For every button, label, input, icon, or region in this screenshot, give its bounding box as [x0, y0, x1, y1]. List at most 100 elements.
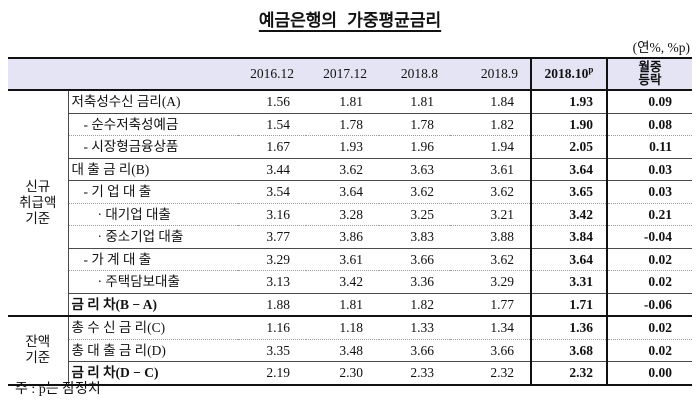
- col-header-2018-9: 2018.9: [450, 57, 531, 91]
- rate-cell: 1.82: [379, 293, 450, 317]
- rate-cell: 1.34: [450, 316, 531, 340]
- highlight-cell: 3.84: [530, 225, 608, 249]
- highlight-cell: 3.65: [530, 180, 608, 204]
- change-cell: 0.02: [607, 248, 692, 271]
- rate-cell: 3.16: [238, 203, 306, 226]
- change-cell: 0.21: [607, 203, 692, 226]
- row-label: 총 대 출 금 리(D): [67, 339, 238, 362]
- row-label: · 중소기업 대출: [67, 225, 238, 249]
- unit-label: (연%, %p): [632, 40, 690, 55]
- row-label: - 순수저축성예금: [67, 113, 238, 136]
- rate-cell: 1.78: [379, 113, 450, 136]
- table-header-row: 2016.12 2017.12 2018.8 2018.9 2018.10p 월…: [8, 57, 692, 91]
- highlight-cell: 3.64: [530, 248, 608, 271]
- rate-cell: 3.66: [379, 248, 450, 271]
- rate-cell: 2.32: [450, 361, 531, 386]
- change-col-line2: 등락: [638, 73, 662, 87]
- rate-cell: 2.30: [306, 361, 379, 386]
- rate-cell: 1.67: [238, 135, 306, 159]
- rate-cell: 1.56: [238, 90, 306, 114]
- row-group-new-business: 신규 취급액 기준: [8, 90, 69, 317]
- page-title: 예금은행의 가중평균금리: [258, 11, 442, 30]
- table-row: · 주택담보대출 3.13 3.42 3.36 3.29 3.31 0.02: [8, 270, 692, 294]
- rate-cell: 3.88: [450, 225, 531, 249]
- rate-cell: 3.62: [306, 158, 379, 181]
- rate-cell: 3.62: [379, 180, 450, 204]
- rate-cell: 3.25: [379, 203, 450, 226]
- rate-cell: 3.48: [306, 339, 379, 362]
- rate-cell: 1.77: [450, 293, 531, 317]
- rate-cell: 1.96: [379, 135, 450, 159]
- rate-cell: 3.66: [450, 339, 531, 362]
- col-header-2016-12: 2016.12: [238, 57, 306, 91]
- header-empty-cell: [8, 57, 238, 91]
- table-row: · 중소기업 대출 3.77 3.86 3.83 3.88 3.84 -0.04: [8, 225, 692, 249]
- rate-cell: 1.33: [379, 316, 450, 340]
- rate-cell: 1.88: [238, 293, 306, 317]
- rate-cell: 3.29: [450, 270, 531, 294]
- highlight-cell: 1.93: [530, 90, 608, 114]
- group-label-line: 취급액: [19, 195, 57, 210]
- rate-cell: 3.66: [379, 339, 450, 362]
- change-col-header: 월중 등락: [607, 57, 692, 91]
- table-row: 대 출 금 리(B) 3.44 3.62 3.63 3.61 3.64 0.03: [8, 158, 692, 181]
- change-col-line1: 월중: [638, 60, 662, 74]
- row-label: 금 리 차(B − A): [67, 293, 238, 317]
- rate-cell: 1.81: [379, 90, 450, 114]
- row-label: - 시장형금융상품: [67, 135, 238, 159]
- rate-cell: 1.84: [450, 90, 531, 114]
- change-cell: 0.00: [607, 361, 692, 386]
- highlight-cell: 1.90: [530, 113, 608, 136]
- table-row: 잔액 기준 총 수 신 금 리(C) 1.16 1.18 1.33 1.34 1…: [8, 316, 692, 386]
- table-row: 총 대 출 금 리(D) 3.35 3.48 3.66 3.66 3.68 0.…: [8, 339, 692, 362]
- row-group-balance: 잔액 기준: [8, 316, 69, 386]
- highlight-cell: 2.05: [530, 135, 608, 159]
- rate-cell: 1.16: [238, 316, 306, 340]
- group-label-line: 잔액: [25, 334, 51, 350]
- highlight-col-label: 2018.10: [544, 66, 589, 81]
- highlight-col-header: 2018.10p: [530, 57, 608, 91]
- change-cell: 0.09: [607, 90, 692, 114]
- row-label: 금 리 차(D − C): [67, 361, 238, 386]
- col-header-2018-8: 2018.8: [379, 57, 450, 91]
- change-cell: 0.11: [607, 135, 692, 159]
- rate-cell: 3.61: [450, 158, 531, 181]
- rate-cell: 3.54: [238, 180, 306, 204]
- rate-cell: 3.35: [238, 339, 306, 362]
- footnote: 주 : p는 잠정치: [15, 382, 101, 397]
- rate-cell: 3.42: [306, 270, 379, 294]
- rate-cell: 1.18: [306, 316, 379, 340]
- row-label: - 가 계 대 출: [67, 248, 238, 271]
- page-title-wrap: 예금은행의 가중평균금리: [0, 6, 700, 31]
- rate-cell: 3.64: [306, 180, 379, 204]
- rate-cell: 3.28: [306, 203, 379, 226]
- rate-cell: 1.82: [450, 113, 531, 136]
- rate-cell: 3.61: [306, 248, 379, 271]
- highlight-cell: 3.64: [530, 158, 608, 181]
- change-cell: 0.02: [607, 270, 692, 294]
- rate-cell: 2.19: [238, 361, 306, 386]
- rate-cell: 3.44: [238, 158, 306, 181]
- highlight-cell: 3.42: [530, 203, 608, 226]
- rate-cell: 3.13: [238, 270, 306, 294]
- table-row: - 시장형금융상품 1.67 1.93 1.96 1.94 2.05 0.11: [8, 135, 692, 159]
- table-row: - 가 계 대 출 3.29 3.61 3.66 3.62 3.64 0.02: [8, 248, 692, 271]
- rate-cell: 3.77: [238, 225, 306, 249]
- table-row: - 순수저축성예금 1.54 1.78 1.78 1.82 1.90 0.08: [8, 113, 692, 136]
- row-label: 저축성수신 금리(A): [67, 90, 238, 114]
- col-header-2017-12: 2017.12: [306, 57, 379, 91]
- rates-table: 2016.12 2017.12 2018.8 2018.9 2018.10p 월…: [8, 57, 692, 386]
- rate-cell: 3.63: [379, 158, 450, 181]
- change-cell: 0.03: [607, 158, 692, 181]
- highlight-cell: 3.68: [530, 339, 608, 362]
- group-label-line: 신규: [25, 179, 51, 194]
- table-row: - 기 업 대 출 3.54 3.64 3.62 3.62 3.65 0.03: [8, 180, 692, 204]
- rate-cell: 3.62: [450, 248, 531, 271]
- rate-cell: 1.93: [306, 135, 379, 159]
- highlight-cell: 2.32: [530, 361, 608, 386]
- table-row: 금 리 차(D − C) 2.19 2.30 2.33 2.32 2.32 0.…: [8, 361, 692, 386]
- rate-cell: 1.78: [306, 113, 379, 136]
- row-label: 총 수 신 금 리(C): [67, 316, 238, 340]
- change-cell: -0.06: [607, 293, 692, 317]
- rate-cell: 3.62: [450, 180, 531, 204]
